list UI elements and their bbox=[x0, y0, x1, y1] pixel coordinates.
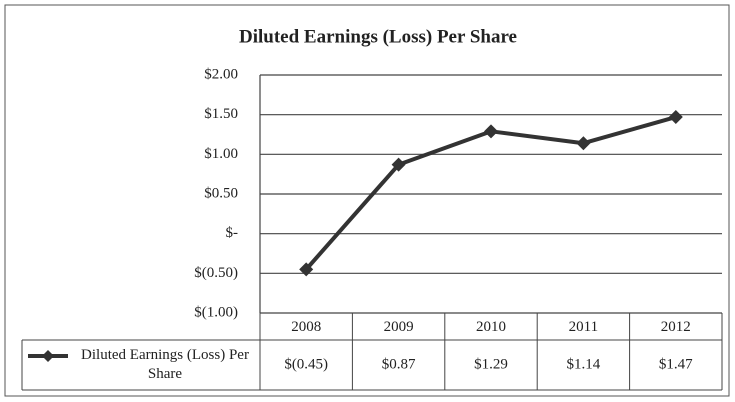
point-marker bbox=[391, 157, 406, 172]
point-marker bbox=[299, 262, 314, 277]
point-marker bbox=[668, 110, 683, 125]
y-tick-label: $(0.50) bbox=[194, 265, 238, 281]
x-tick-label: 2008 bbox=[291, 319, 321, 335]
y-tick-label: $(1.00) bbox=[194, 304, 238, 320]
table-value: $1.47 bbox=[659, 356, 693, 372]
table-value: $1.29 bbox=[474, 356, 508, 372]
legend-label: Diluted Earnings (Loss) Per Share bbox=[81, 347, 249, 382]
point-marker bbox=[576, 136, 591, 151]
y-tick-label: $- bbox=[226, 225, 239, 241]
point-marker bbox=[484, 124, 498, 139]
x-tick-label: 2011 bbox=[569, 319, 598, 335]
chart-title: Diluted Earnings (Loss) Per Share bbox=[239, 26, 517, 47]
y-tick-label: $1.00 bbox=[204, 146, 238, 162]
table-value: $1.14 bbox=[567, 356, 601, 372]
x-tick-label: 2012 bbox=[661, 319, 691, 335]
series-line bbox=[304, 115, 677, 271]
x-tick-label: 2009 bbox=[384, 319, 414, 335]
y-tick-label: $1.50 bbox=[204, 106, 238, 122]
legend-key bbox=[28, 350, 68, 362]
y-tick-label: $0.50 bbox=[204, 185, 238, 201]
table-value: $0.87 bbox=[382, 356, 416, 372]
table-value: $(0.45) bbox=[284, 356, 328, 372]
legend-marker bbox=[42, 350, 54, 362]
x-tick-label: 2010 bbox=[476, 319, 506, 335]
chart-border bbox=[4, 4, 730, 397]
y-tick-label: $2.00 bbox=[204, 66, 238, 82]
